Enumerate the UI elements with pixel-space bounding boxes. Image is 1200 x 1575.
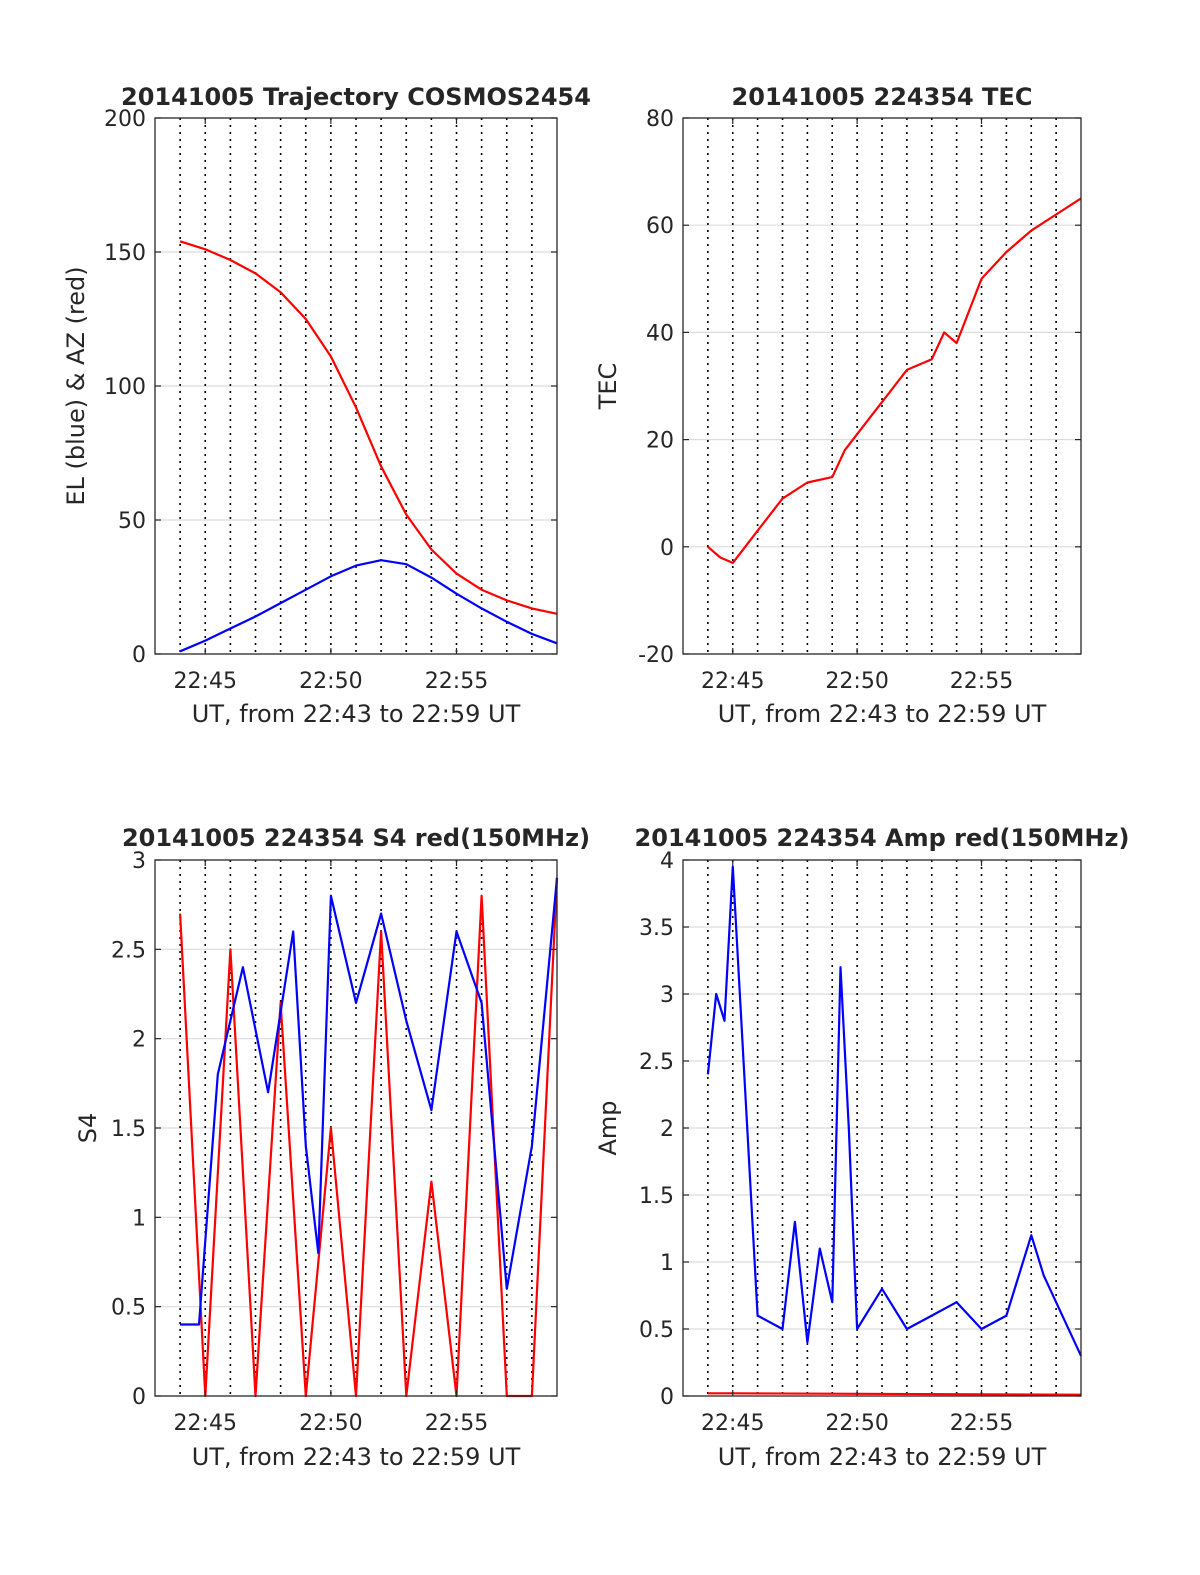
x-axis-label: UT, from 22:43 to 22:59 UT [192,1443,521,1471]
y-tick-label: 3 [660,983,674,1008]
y-tick-label: 1 [660,1251,674,1276]
x-tick-label: 22:45 [701,669,764,694]
y-axis-label: S4 [74,1113,102,1144]
red-series-line [707,1392,1082,1396]
y-tick-label: 0.5 [111,1296,146,1321]
y-tick-label: 50 [118,509,146,534]
y-tick-label: 1 [132,1206,146,1231]
x-tick-label: 22:50 [825,1411,888,1436]
y-tick-label: 0 [660,536,674,561]
x-tick-label: 22:50 [825,669,888,694]
series-layer [179,877,559,1398]
y-axis-label: Amp [594,1100,622,1155]
x-tick-label: 22:45 [701,1411,764,1436]
tec-panel: -20 0 20 40 60 80 22:45 22:50 22:55 20141005 224… [594,83,1082,728]
chart-title: 20141005 224354 Amp red(150MHz) [635,824,1130,852]
y-tick-label: 0 [132,643,146,668]
trajectory-panel: 0 50 100 150 200 22:45 22:50 22:55 20141005 Tra… [62,83,591,728]
y-tick-label: 3 [132,849,146,874]
x-axis-label: UT, from 22:43 to 22:59 UT [718,700,1047,728]
series-layer [179,240,558,653]
x-tick-label: 22:55 [950,669,1013,694]
y-tick-label: 2 [660,1117,674,1142]
x-tick-label: 22:55 [950,1411,1013,1436]
y-tick-label: 200 [104,107,146,132]
y-tick-label: 150 [104,241,146,266]
series-layer [707,197,1082,565]
y-tick-label: 0.5 [639,1318,674,1343]
x-tick-label: 22:50 [299,669,362,694]
x-axis-label: UT, from 22:43 to 22:59 UT [718,1443,1047,1471]
x-tick-label: 22:55 [425,669,488,694]
y-tick-label: 3.5 [639,916,674,941]
y-tick-label: 0 [132,1385,146,1410]
x-tick-label: 22:55 [425,1411,488,1436]
chart-title: 20141005 Trajectory COSMOS2454 [121,83,591,111]
y-tick-label: 1.5 [111,1117,146,1142]
blue-series-line [179,559,558,653]
y-tick-label: 1.5 [639,1184,674,1209]
blue-series-line [180,877,559,1326]
amp-panel: 0 0.5 1 1.5 2 2.5 3 3.5 4 22:45 22:50 22:55 2014100… [594,824,1129,1471]
chart-title: 20141005 224354 TEC [732,83,1033,111]
x-tick-label: 22:45 [174,669,237,694]
s4-panel: 0 0.5 1 1.5 2 2.5 3 22:45 22:50 22:55 20141005 22… [74,824,590,1471]
y-axis-label: EL (blue) & AZ (red) [62,266,90,505]
tick-layer: 0 0.5 1 1.5 2 2.5 3 3.5 4 22:45 22:50 22:55 [639,849,1081,1436]
y-tick-label: 2.5 [639,1050,674,1075]
blue-series-line [706,865,1082,1357]
y-tick-label: 0 [660,1385,674,1410]
grid-layer [683,118,1081,654]
chart-title: 20141005 224354 S4 red(150MHz) [122,824,590,852]
grid-layer [683,860,1081,1396]
tick-layer: 0 0.5 1 1.5 2 2.5 3 22:45 22:50 22:55 [111,849,557,1436]
plot-area-border [682,117,1082,655]
y-tick-label: 100 [104,375,146,400]
x-axis-label: UT, from 22:43 to 22:59 UT [192,700,521,728]
y-tick-label: 2 [132,1028,146,1053]
y-tick-label: 40 [646,321,674,346]
grid-layer [155,118,557,654]
red-series-line [179,240,558,615]
y-tick-label: 4 [660,849,674,874]
y-tick-label: -20 [638,643,674,668]
red-series-line [707,197,1082,565]
y-tick-label: 80 [646,107,674,132]
y-tick-label: 60 [646,214,674,239]
x-tick-label: 22:50 [299,1411,362,1436]
y-tick-label: 2.5 [111,938,146,963]
tick-layer: 0 50 100 150 200 22:45 22:50 22:55 [104,107,557,694]
x-tick-label: 22:45 [174,1411,237,1436]
y-tick-label: 20 [646,429,674,454]
tick-layer: -20 0 20 40 60 80 22:45 22:50 22:55 [638,107,1081,694]
y-axis-label: TEC [594,363,622,411]
